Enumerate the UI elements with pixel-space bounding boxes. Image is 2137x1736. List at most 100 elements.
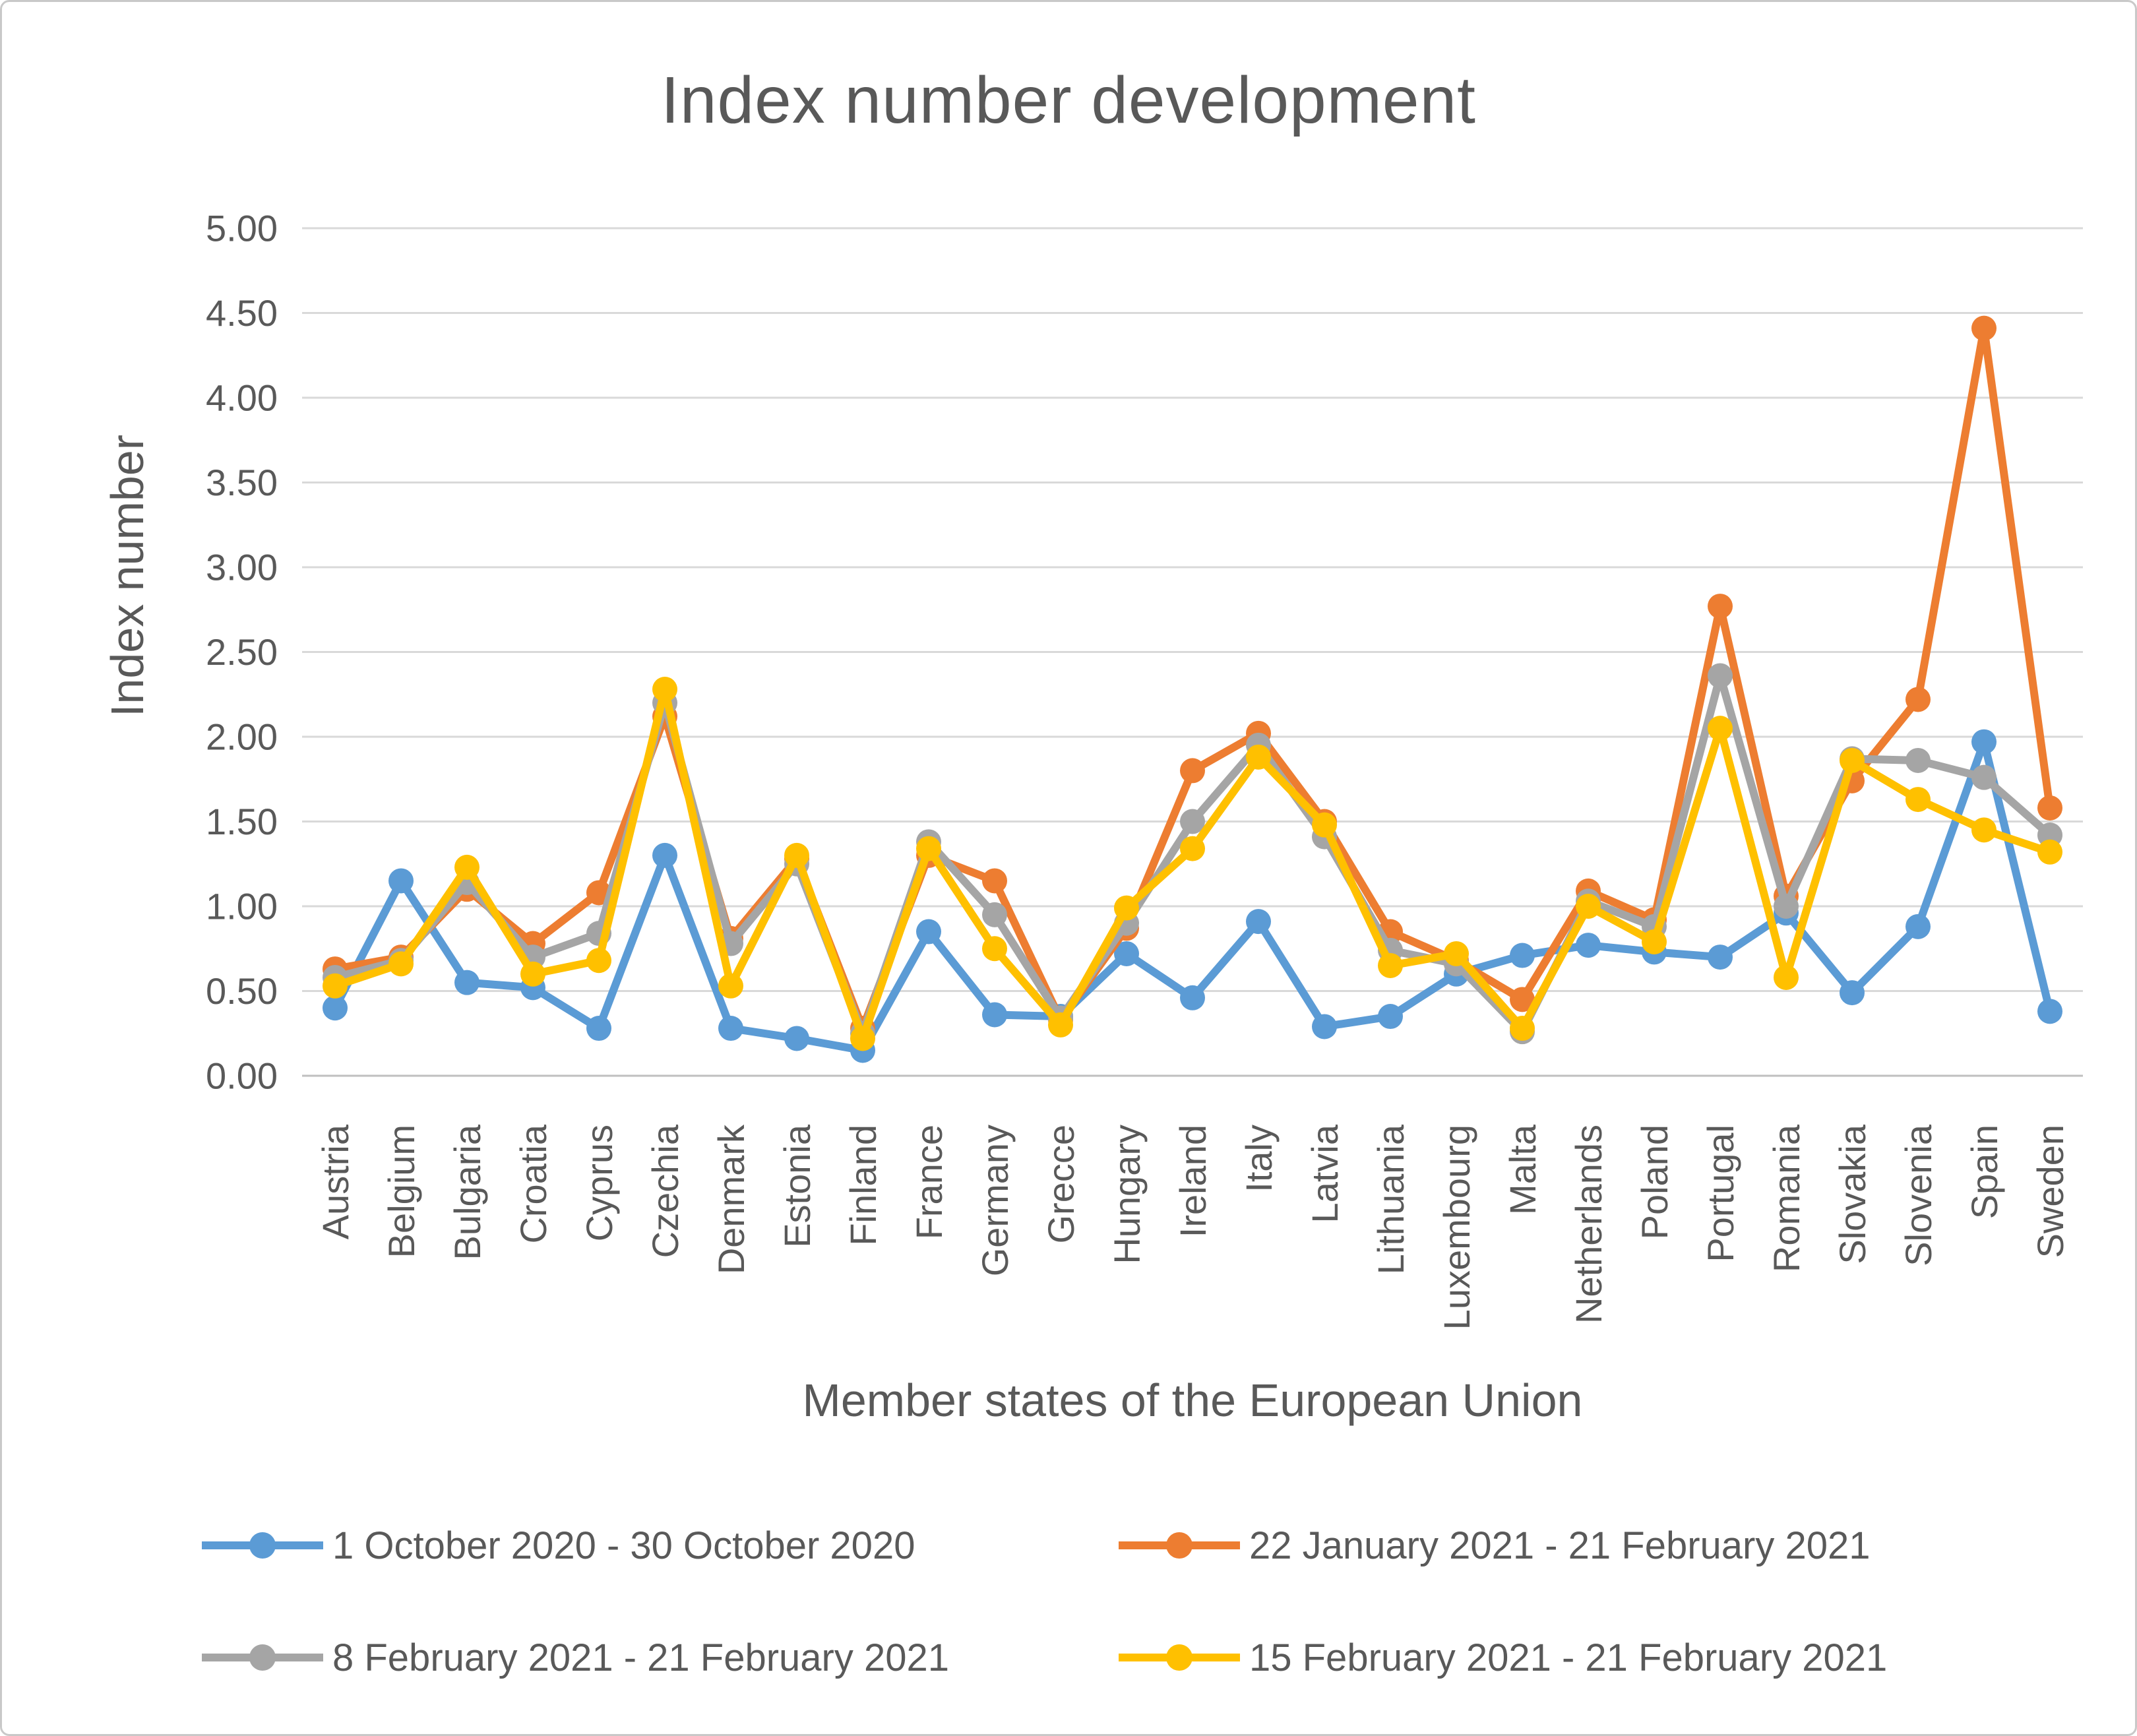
legend-label: 1 October 2020 - 30 October 2020: [332, 1524, 915, 1567]
data-point: [1708, 663, 1733, 689]
data-point: [2037, 795, 2062, 821]
legend-item-0: 1 October 2020 - 30 October 2020: [197, 1519, 1113, 1572]
data-point: [1905, 787, 1931, 813]
data-point: [1048, 1012, 1073, 1038]
data-point: [586, 1016, 611, 1041]
x-tick-label: Ireland: [1172, 1125, 1214, 1237]
legend-marker-icon: [202, 1532, 323, 1559]
legend-item-3: 15 February 2021 - 21 February 2021: [1113, 1631, 1887, 1684]
y-tick-label: 0.00: [206, 1055, 278, 1097]
y-tick-label: 1.00: [206, 886, 278, 927]
data-point: [388, 951, 414, 977]
x-tick-label: Finland: [842, 1125, 884, 1246]
data-point: [784, 842, 809, 868]
y-tick-label: 1.50: [206, 801, 278, 842]
x-tick-label: Austria: [315, 1124, 356, 1239]
data-point: [1378, 1004, 1403, 1030]
x-tick-label: Romania: [1766, 1124, 1807, 1272]
data-point: [850, 1026, 875, 1051]
data-point: [1708, 945, 1733, 970]
data-point: [454, 970, 480, 995]
y-tick-label: 3.00: [206, 547, 278, 588]
data-point: [652, 842, 677, 868]
legend-marker-icon: [202, 1644, 323, 1671]
data-point: [718, 973, 743, 999]
y-tick-label: 2.50: [206, 631, 278, 673]
x-tick-label: Luxembourg: [1436, 1125, 1477, 1330]
data-point: [1180, 836, 1205, 861]
x-tick-label: Czechia: [644, 1124, 686, 1258]
data-point: [1905, 747, 1931, 773]
y-tick-label: 0.50: [206, 970, 278, 1012]
data-point: [1114, 941, 1139, 966]
x-tick-label: Slovakia: [1832, 1124, 1873, 1264]
x-tick-label: Spain: [1964, 1125, 2005, 1219]
data-point: [916, 836, 941, 861]
x-tick-label: Hungary: [1106, 1125, 1148, 1264]
data-point: [1180, 985, 1205, 1010]
data-point: [1312, 1014, 1337, 1039]
x-tick-label: Grecce: [1040, 1125, 1082, 1244]
x-tick-label: Cyprus: [578, 1125, 620, 1241]
data-point: [586, 948, 611, 974]
data-point: [1180, 758, 1205, 784]
y-tick-label: 4.50: [206, 292, 278, 334]
data-point: [916, 919, 941, 945]
data-point: [652, 677, 677, 702]
data-point: [1774, 964, 1799, 990]
data-point: [1510, 943, 1535, 968]
data-point: [1378, 952, 1403, 978]
x-tick-label: Poland: [1634, 1125, 1675, 1239]
legend-item-2: 8 February 2021 - 21 February 2021: [197, 1631, 1113, 1684]
data-point: [2037, 839, 2062, 865]
y-tick-label: 4.00: [206, 377, 278, 419]
data-point: [1840, 980, 1865, 1006]
data-point: [982, 936, 1007, 962]
x-tick-label: Croatia: [512, 1124, 554, 1243]
data-point: [1642, 929, 1667, 954]
data-point: [1905, 914, 1931, 939]
data-point: [1971, 764, 1997, 790]
data-point: [1971, 817, 1997, 843]
data-point: [1774, 894, 1799, 919]
legend-marker-icon: [1119, 1532, 1240, 1559]
data-point: [1312, 812, 1337, 838]
legend-label: 22 January 2021 - 21 February 2021: [1249, 1524, 1871, 1567]
chart-title: Index number development: [661, 63, 1476, 137]
data-point: [1444, 941, 1469, 966]
legend-label: 8 February 2021 - 21 February 2021: [332, 1636, 949, 1679]
data-point: [1576, 933, 1601, 958]
data-point: [1905, 687, 1931, 712]
y-tick-label: 2.00: [206, 716, 278, 758]
x-tick-label: Latvia: [1304, 1124, 1346, 1223]
x-tick-label: Belgium: [381, 1125, 422, 1258]
data-point: [323, 973, 348, 999]
data-point: [323, 995, 348, 1021]
x-tick-label: Germany: [974, 1125, 1016, 1276]
data-point: [1840, 747, 1865, 773]
data-point: [2037, 999, 2062, 1024]
y-tick-label: 3.50: [206, 462, 278, 503]
data-point: [1971, 729, 1997, 755]
data-point: [1180, 809, 1205, 834]
x-tick-label: France: [908, 1125, 950, 1239]
x-tick-label: Slovenia: [1898, 1124, 1939, 1266]
legend-item-1: 22 January 2021 - 21 February 2021: [1113, 1519, 1887, 1572]
data-point: [454, 854, 480, 880]
data-point: [982, 868, 1007, 894]
data-point: [784, 1026, 809, 1051]
y-tick-label: 5.00: [206, 208, 278, 249]
data-point: [1510, 987, 1535, 1012]
x-tick-label: Estonia: [776, 1124, 818, 1248]
data-point: [1708, 594, 1733, 619]
legend-label: 15 February 2021 - 21 February 2021: [1249, 1636, 1888, 1679]
data-point: [1576, 894, 1601, 919]
data-point: [388, 868, 414, 894]
legend: 1 October 2020 - 30 October 2020 22 Janua…: [197, 1519, 1887, 1684]
data-point: [718, 1016, 743, 1041]
x-tick-label: Denmark: [710, 1124, 752, 1274]
x-tick-label: Netherlands: [1568, 1125, 1609, 1324]
data-point: [982, 902, 1007, 927]
